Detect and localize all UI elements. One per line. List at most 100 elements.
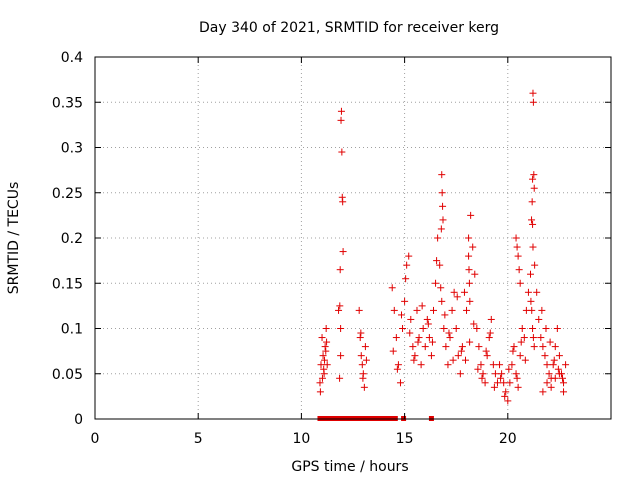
data-point [463, 306, 471, 314]
data-point [360, 383, 368, 391]
data-point [512, 234, 520, 242]
y-tick-label: 0.3 [61, 141, 83, 157]
data-point [501, 392, 509, 400]
data-point [450, 288, 458, 296]
data-point [549, 361, 557, 369]
data-point [528, 216, 536, 224]
data-point [558, 374, 566, 382]
data-point [538, 306, 546, 314]
y-axis-label: SRMTID / TECUs [6, 182, 22, 295]
data-point [551, 343, 559, 351]
y-tick-label: 0.35 [52, 95, 83, 111]
data-point [339, 248, 347, 256]
data-point [423, 315, 431, 323]
data-point [322, 347, 330, 355]
data-point [512, 370, 520, 378]
data-point [469, 243, 477, 251]
data-point [439, 216, 447, 224]
data-point [410, 356, 418, 364]
data-point [402, 275, 410, 283]
data-point [406, 329, 414, 337]
data-point [542, 325, 550, 332]
data-point [338, 148, 346, 156]
data-point [432, 279, 440, 287]
data-point [390, 306, 398, 314]
data-point [323, 338, 331, 346]
data-point [415, 334, 423, 342]
data-point [516, 352, 524, 360]
data-point [321, 356, 329, 364]
data-point [520, 334, 528, 342]
data-point [318, 374, 326, 382]
data-point [562, 361, 570, 369]
data-point [429, 306, 437, 314]
data-point [337, 107, 345, 115]
data-point [508, 361, 516, 369]
data-point [465, 252, 473, 260]
data-point [506, 379, 514, 387]
data-point [530, 171, 538, 179]
data-point [446, 334, 454, 342]
x-axis-label: GPS time / hours [291, 459, 408, 475]
data-point [500, 379, 508, 387]
data-point [452, 325, 460, 332]
data-point [514, 252, 522, 260]
x-tick-label: 20 [499, 431, 517, 447]
data-point [337, 325, 345, 332]
data-point [560, 379, 568, 387]
data-point [529, 220, 537, 228]
data-point [322, 325, 330, 332]
data-point [471, 270, 479, 278]
data-point [466, 297, 474, 305]
data-point [482, 347, 490, 355]
data-point [438, 189, 446, 197]
x-tick-label: 15 [396, 431, 414, 447]
data-point [454, 352, 462, 360]
data-point [527, 297, 535, 305]
data-point [466, 338, 474, 346]
data-point [336, 302, 344, 310]
chart-title: Day 340 of 2021, SRMTID for receiver ker… [199, 20, 499, 36]
data-point [401, 297, 409, 305]
data-point [394, 361, 402, 369]
data-point [320, 365, 328, 373]
data-point [438, 171, 446, 179]
data-point [357, 352, 365, 360]
data-point [403, 261, 411, 269]
y-tick-label: 0.2 [61, 231, 83, 247]
data-point [316, 388, 324, 396]
data-point [502, 388, 510, 396]
data-point [554, 365, 562, 373]
data-point [486, 329, 494, 337]
data-point [539, 388, 547, 396]
y-tick-label: 0.05 [52, 367, 83, 383]
data-point [424, 320, 432, 328]
data-point [541, 352, 549, 360]
data-point [496, 361, 504, 369]
data-point [439, 202, 447, 210]
data-point [362, 356, 370, 364]
y-tick-label: 0.25 [52, 186, 83, 202]
data-point [543, 379, 551, 387]
data-point [470, 320, 478, 328]
data-point [529, 89, 537, 97]
data-point [355, 306, 363, 314]
data-point [436, 261, 444, 269]
data-point [487, 315, 495, 323]
y-tick-label: 0.1 [61, 322, 83, 338]
data-point [537, 334, 545, 342]
data-point [316, 379, 324, 387]
data-point [529, 98, 537, 106]
data-point [399, 325, 407, 332]
data-point [490, 383, 498, 391]
data-point [529, 243, 537, 251]
data-point [461, 356, 469, 364]
data-point [323, 361, 331, 369]
x-tick-label: 10 [292, 431, 310, 447]
data-point [504, 397, 512, 405]
data-point [543, 361, 551, 369]
data-point [529, 334, 537, 342]
data-point [474, 365, 482, 373]
data-point [433, 257, 441, 265]
data-point [478, 374, 486, 382]
